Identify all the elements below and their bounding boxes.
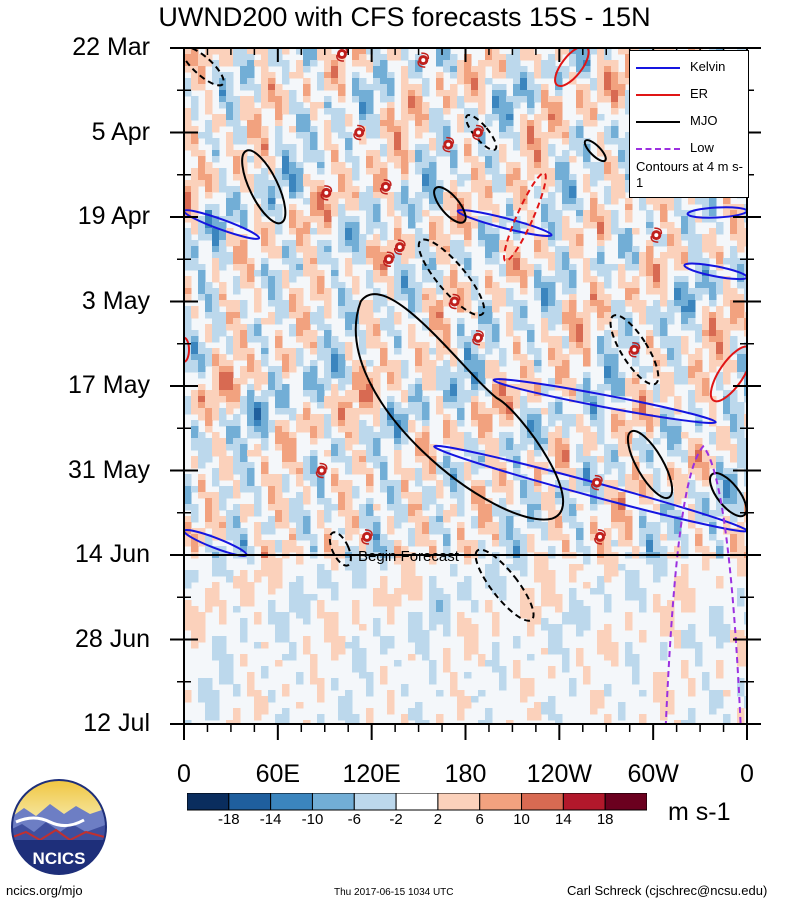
storm-marker — [591, 474, 603, 491]
legend-entry: Low — [636, 140, 746, 158]
storm-marker — [315, 462, 328, 479]
storm-marker — [650, 227, 663, 243]
legend-label: Low — [690, 140, 714, 155]
y-tick-label: 31 May — [68, 455, 150, 484]
storm-marker — [320, 185, 333, 201]
x-tick-label: 0 — [177, 760, 191, 788]
storm-marker — [336, 48, 348, 62]
storm-marker — [379, 179, 392, 195]
legend-swatch — [636, 67, 680, 69]
colorbar-swatch — [228, 793, 272, 811]
colorbar-units: m s-1 — [668, 798, 731, 826]
colorbar-label: -2 — [389, 811, 403, 828]
storm-marker — [442, 136, 455, 153]
legend-label: MJO — [690, 113, 718, 128]
y-tick-label: 14 Jun — [74, 540, 150, 568]
ncics-logo: NCICS — [11, 779, 107, 875]
colorbar-label: 2 — [433, 811, 443, 828]
y-tick-label: 22 Mar — [72, 33, 150, 61]
y-tick-label: 17 May — [68, 371, 150, 399]
colorbar-label: -6 — [347, 811, 361, 828]
legend-entry: ER — [636, 86, 746, 104]
axis-ticks — [170, 47, 761, 740]
colorbar-label: -14 — [259, 811, 282, 828]
colorbar-label: 18 — [596, 811, 614, 828]
colorbar-label: -18 — [217, 811, 240, 828]
legend: Kelvin ER MJO Low Contours at 4 m s-1 — [629, 50, 749, 198]
colorbar-swatch — [270, 793, 313, 811]
y-tick-label: 12 Jul — [83, 709, 150, 737]
y-tick-label: 28 Jun — [74, 624, 150, 653]
legend-note: Contours at 4 m s-1 — [636, 159, 743, 190]
storm-markers — [315, 48, 663, 545]
storm-marker — [353, 124, 366, 141]
footer-author: Carl Schreck (cjschrec@ncsu.edu) — [567, 883, 768, 898]
storm-marker — [472, 329, 484, 346]
footer-url[interactable]: ncics.org/mjo — [6, 883, 83, 898]
x-tick-label: 0 — [740, 760, 754, 788]
colorbar-swatch — [604, 793, 647, 811]
logo-text: NCICS — [33, 849, 86, 868]
colorbar-swatch — [437, 793, 481, 811]
storm-marker — [628, 342, 641, 358]
legend-label: Kelvin — [690, 59, 726, 74]
colorbar-swatch — [562, 793, 606, 811]
storm-marker — [448, 293, 461, 310]
chart-title: UWND200 with CFS forecasts 15S - 15N — [158, 2, 651, 32]
colorbar-label: 14 — [555, 811, 572, 828]
colorbar — [187, 793, 647, 811]
legend-entry: MJO — [636, 113, 746, 131]
x-tick-label: 120E — [342, 760, 401, 788]
storm-marker — [383, 251, 395, 267]
storm-marker — [361, 529, 373, 545]
legend-swatch — [636, 121, 680, 123]
colorbar-swatch — [311, 793, 355, 811]
x-tick-label: 60E — [255, 760, 301, 788]
legend-entry: Kelvin — [636, 59, 746, 77]
storm-marker — [393, 239, 406, 255]
x-tick-label: 120W — [526, 760, 592, 788]
y-tick-label: 3 May — [81, 286, 150, 315]
legend-swatch — [636, 94, 680, 96]
storm-marker — [472, 124, 484, 141]
x-tick-label: 180 — [444, 760, 487, 788]
colorbar-swatch — [353, 793, 397, 811]
colorbar-swatch — [395, 793, 439, 811]
begin-forecast-label: Begin Forecast — [358, 548, 459, 565]
y-tick-label: 5 Apr — [91, 117, 150, 146]
colorbar-swatch — [479, 793, 523, 811]
colorbar-label: -10 — [301, 811, 324, 828]
x-tick-label: 60W — [627, 760, 679, 788]
storm-marker — [594, 529, 606, 545]
colorbar-label: 6 — [475, 811, 484, 828]
legend-swatch — [636, 148, 680, 150]
colorbar-swatch — [521, 793, 564, 811]
colorbar-swatch — [187, 793, 230, 811]
legend-label: ER — [690, 86, 709, 101]
colorbar-label: 10 — [513, 811, 530, 828]
storm-marker — [417, 52, 430, 68]
y-tick-label: 19 Apr — [77, 202, 150, 230]
footer-timestamp: Thu 2017-06-15 1034 UTC — [334, 887, 454, 898]
